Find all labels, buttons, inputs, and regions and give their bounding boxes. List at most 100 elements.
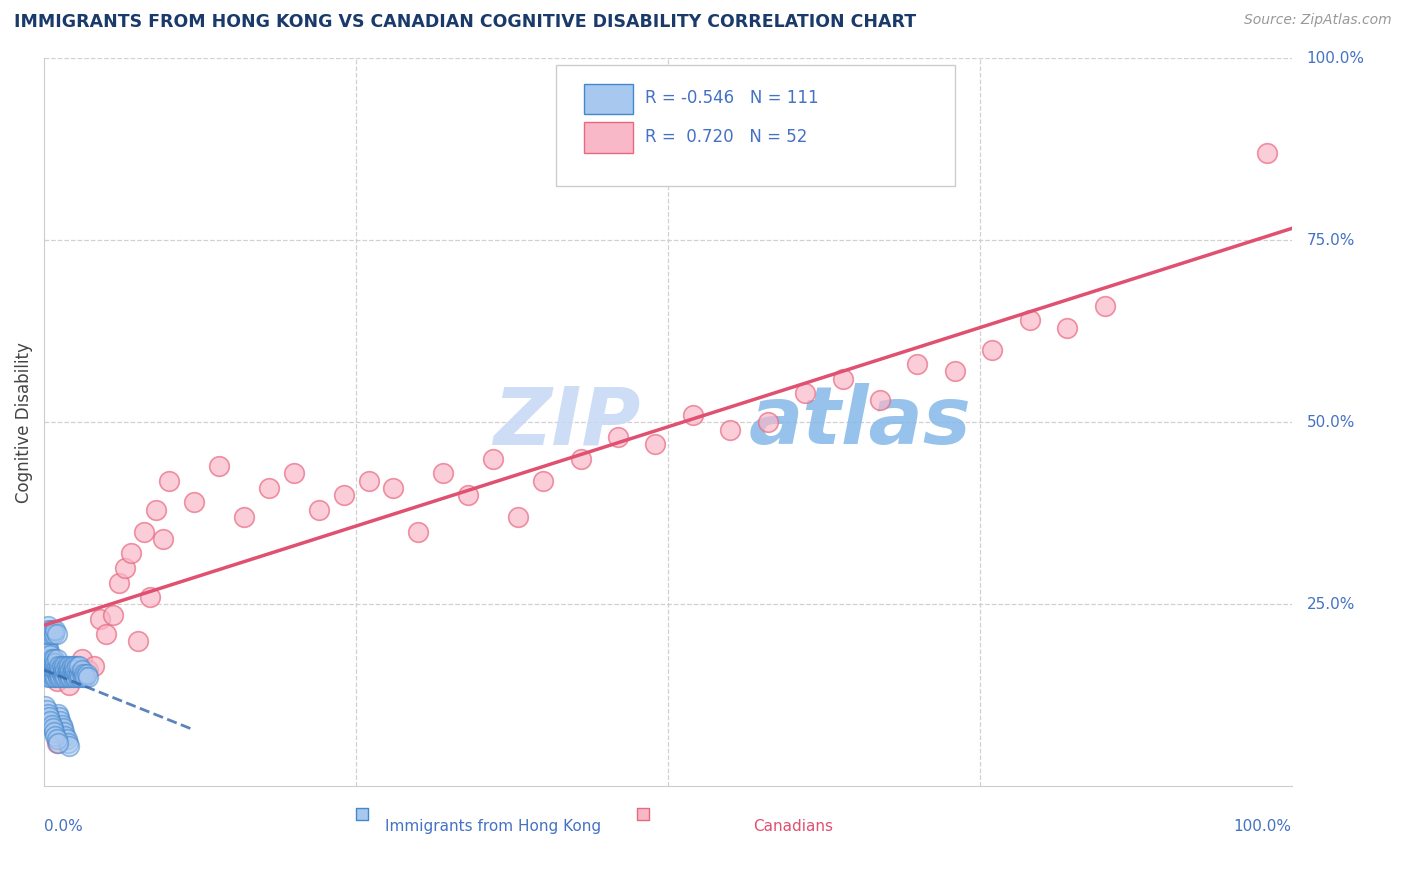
Point — [34, 626, 56, 640]
Point — [37, 663, 59, 677]
Point — [83, 659, 105, 673]
Point — [232, 510, 254, 524]
Point — [52, 670, 75, 684]
Point — [132, 524, 155, 539]
Point — [34, 645, 56, 659]
Point — [63, 666, 86, 681]
Point — [46, 706, 69, 721]
Text: R = -0.546   N = 111: R = -0.546 N = 111 — [645, 89, 820, 107]
Point — [53, 670, 76, 684]
Point — [382, 481, 405, 495]
Point — [42, 670, 65, 684]
Point — [39, 663, 62, 677]
Point — [114, 561, 136, 575]
Point — [60, 659, 83, 673]
Point — [53, 666, 76, 681]
Point — [70, 663, 93, 677]
Point — [62, 670, 84, 684]
Point — [56, 670, 79, 684]
Point — [69, 670, 91, 684]
Point — [65, 663, 87, 677]
Point — [120, 546, 142, 560]
Point — [152, 532, 174, 546]
Point — [35, 666, 58, 681]
Point — [56, 663, 79, 677]
Point — [70, 666, 93, 681]
Point — [42, 623, 65, 637]
Text: 100.0%: 100.0% — [1306, 51, 1365, 66]
Point — [70, 652, 93, 666]
Point — [631, 807, 654, 822]
Point — [101, 608, 124, 623]
Point — [38, 659, 60, 673]
Point — [531, 474, 554, 488]
Point — [55, 659, 77, 673]
Point — [49, 663, 72, 677]
Point — [46, 670, 69, 684]
Point — [257, 481, 280, 495]
Point — [48, 710, 70, 724]
Point — [45, 666, 67, 681]
Point — [41, 652, 63, 666]
Text: Canadians: Canadians — [752, 819, 832, 834]
Point — [869, 393, 891, 408]
Point — [41, 717, 63, 731]
Point — [42, 656, 65, 670]
Point — [38, 652, 60, 666]
Text: R =  0.720   N = 52: R = 0.720 N = 52 — [645, 128, 808, 145]
Point — [44, 656, 66, 670]
Point — [34, 638, 56, 652]
Point — [35, 638, 58, 652]
Text: IMMIGRANTS FROM HONG KONG VS CANADIAN COGNITIVE DISABILITY CORRELATION CHART: IMMIGRANTS FROM HONG KONG VS CANADIAN CO… — [14, 13, 917, 31]
Point — [55, 666, 77, 681]
Point — [308, 502, 330, 516]
Point — [644, 437, 666, 451]
Point — [907, 357, 929, 371]
Point — [65, 666, 87, 681]
Point — [72, 670, 94, 684]
Point — [55, 732, 77, 747]
Point — [53, 659, 76, 673]
Point — [45, 659, 67, 673]
Text: 75.0%: 75.0% — [1306, 233, 1355, 248]
Point — [53, 724, 76, 739]
Point — [44, 663, 66, 677]
Point — [45, 736, 67, 750]
Point — [139, 590, 162, 604]
Point — [53, 729, 76, 743]
Point — [39, 670, 62, 684]
Point — [45, 732, 67, 747]
Point — [56, 736, 79, 750]
Point — [60, 666, 83, 681]
Point — [66, 670, 89, 684]
Point — [42, 663, 65, 677]
Point — [482, 451, 505, 466]
Point — [38, 645, 60, 659]
Point — [508, 510, 530, 524]
Point — [39, 623, 62, 637]
Point — [682, 408, 704, 422]
Point — [58, 739, 80, 754]
Point — [39, 648, 62, 663]
Point — [42, 721, 65, 735]
Point — [208, 458, 231, 473]
Point — [73, 666, 96, 681]
Point — [58, 659, 80, 673]
Point — [41, 666, 63, 681]
Point — [1018, 313, 1040, 327]
Point — [38, 666, 60, 681]
Point — [37, 656, 59, 670]
Point — [51, 666, 73, 681]
Point — [45, 626, 67, 640]
Point — [37, 670, 59, 684]
Point — [44, 729, 66, 743]
Point — [108, 575, 131, 590]
Point — [39, 714, 62, 728]
Point — [89, 612, 111, 626]
Point — [37, 706, 59, 721]
Point — [52, 663, 75, 677]
Point — [34, 699, 56, 714]
Point — [1056, 320, 1078, 334]
Point — [39, 656, 62, 670]
Text: Source: ZipAtlas.com: Source: ZipAtlas.com — [1244, 13, 1392, 28]
